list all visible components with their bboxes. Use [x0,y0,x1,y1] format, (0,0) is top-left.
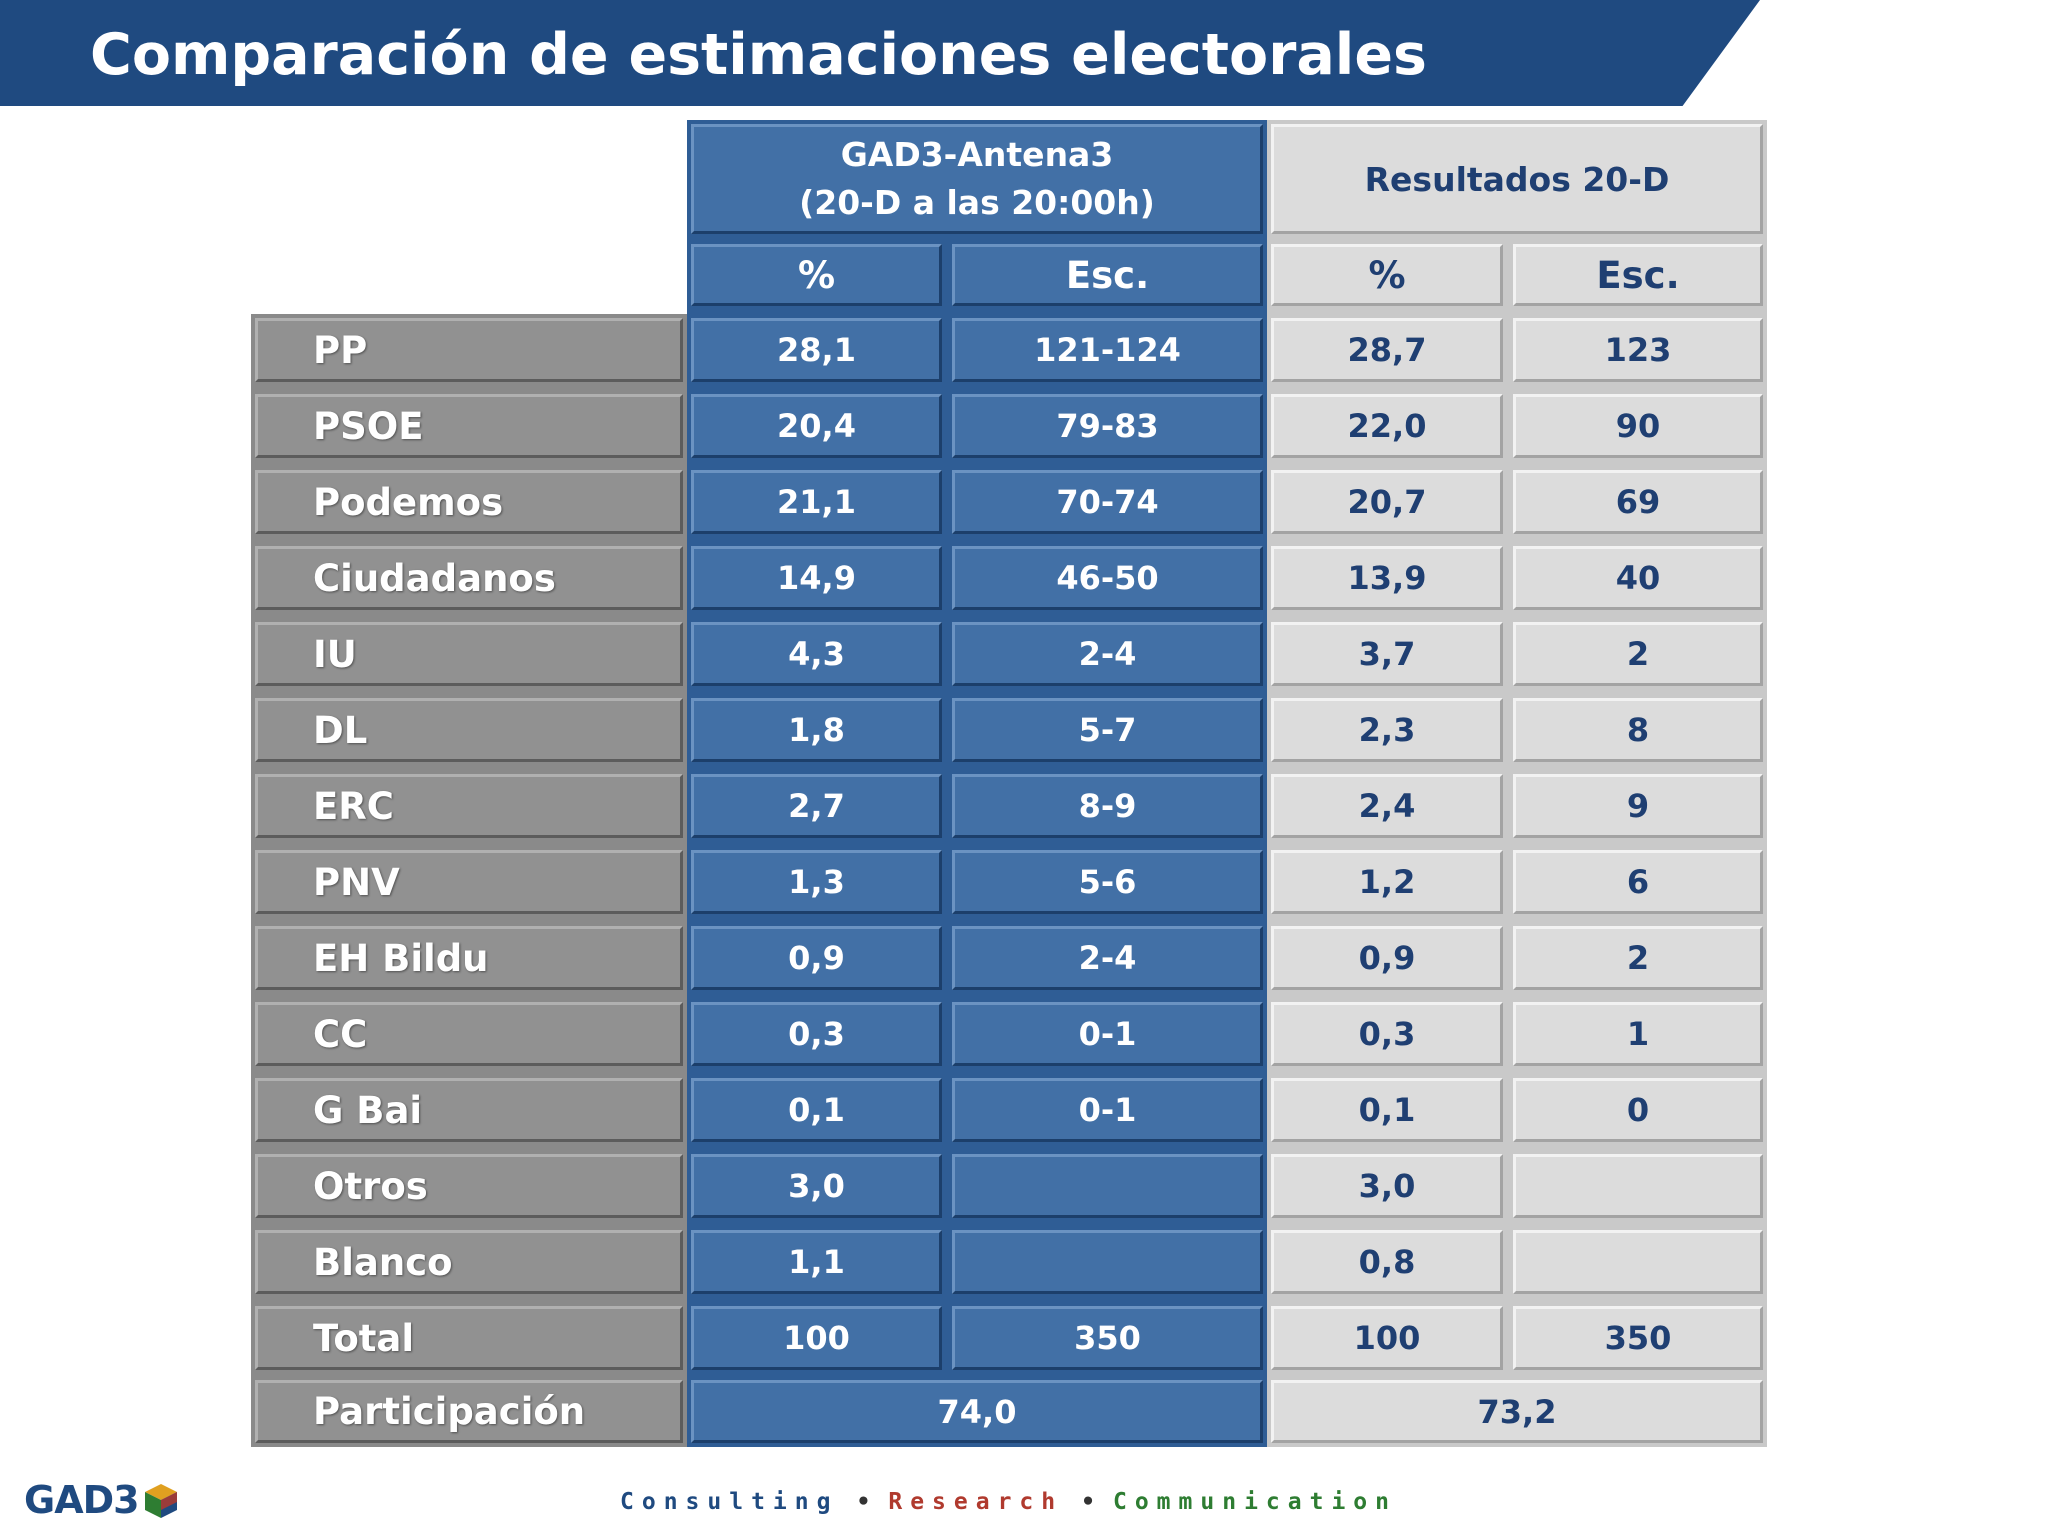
results-pct-cell: 0,1 [1271,1078,1503,1142]
gad3-pct-cell: 100 [691,1306,942,1370]
gad3-pct-header: % [691,244,942,306]
party-name: EH Bildu [255,926,683,990]
gad3-pct-cell: 4,3 [691,622,942,686]
results-seats-cell: 69 [1513,470,1763,534]
gad3-pct-cell: 21,1 [691,470,942,534]
participation-gad3: 74,0 [691,1380,1263,1443]
results-pct-cell: 22,0 [1271,394,1503,458]
results-seats-cell: 8 [1513,698,1763,762]
gad3-pct-cell: 1,8 [691,698,942,762]
party-name: PNV [255,850,683,914]
gad3-pct-cell: 1,1 [691,1230,942,1294]
party-name: Podemos [255,470,683,534]
party-name: IU [255,622,683,686]
results-pct-cell: 13,9 [1271,546,1503,610]
gad3-seats-cell: 46-50 [952,546,1263,610]
results-pct-cell: 0,8 [1271,1230,1503,1294]
tagline-separator: • [1081,1489,1095,1515]
party-name: Otros [255,1154,683,1218]
party-name: G Bai [255,1078,683,1142]
results-pct-cell: 0,3 [1271,1002,1503,1066]
page-title: Comparación de estimaciones electorales [90,22,1427,88]
gad3-seats-cell: 5-7 [952,698,1263,762]
results-pct-cell: 20,7 [1271,470,1503,534]
party-name: DL [255,698,683,762]
results-seats-cell: 123 [1513,318,1763,382]
results-pct-cell: 28,7 [1271,318,1503,382]
results-seats-cell: 2 [1513,926,1763,990]
gad3-pct-cell: 28,1 [691,318,942,382]
gad3-pct-cell: 1,3 [691,850,942,914]
gad3-pct-cell: 14,9 [691,546,942,610]
results-seats-header: Esc. [1513,244,1763,306]
participation-label: Participación [255,1380,683,1443]
gad3-logo: GAD3 [24,1478,181,1522]
gad3-seats-cell: 121-124 [952,318,1263,382]
gad3-seats-cell: 2-4 [952,926,1263,990]
gad3-seats-cell [952,1230,1263,1294]
gad3-header-title: GAD3-Antena3 [840,135,1114,174]
results-pct-cell: 0,9 [1271,926,1503,990]
gad3-pct-cell: 0,9 [691,926,942,990]
party-name: Ciudadanos [255,546,683,610]
results-seats-cell [1513,1230,1763,1294]
gad3-seats-cell: 8-9 [952,774,1263,838]
gad3-seats-cell: 350 [952,1306,1263,1370]
gad3-pct-cell: 0,1 [691,1078,942,1142]
results-pct-header: % [1271,244,1503,306]
results-seats-cell: 2 [1513,622,1763,686]
title-bar [0,0,1760,106]
gad3-header: GAD3-Antena3 (20-D a las 20:00h) [691,124,1263,234]
gad3-pct-cell: 0,3 [691,1002,942,1066]
gad3-seats-cell: 0-1 [952,1002,1263,1066]
party-name: ERC [255,774,683,838]
results-pct-cell: 3,0 [1271,1154,1503,1218]
results-pct-cell: 3,7 [1271,622,1503,686]
results-pct-cell: 2,3 [1271,698,1503,762]
results-pct-cell: 2,4 [1271,774,1503,838]
results-seats-cell: 1 [1513,1002,1763,1066]
gad3-logo-text: GAD3 [24,1478,140,1522]
cube-icon [144,1484,177,1518]
gad3-pct-cell: 2,7 [691,774,942,838]
results-header: Resultados 20-D [1271,124,1763,234]
results-pct-cell: 1,2 [1271,850,1503,914]
party-name: PSOE [255,394,683,458]
results-seats-cell: 40 [1513,546,1763,610]
gad3-pct-cell: 3,0 [691,1154,942,1218]
gad3-pct-cell: 20,4 [691,394,942,458]
gad3-seats-cell: 79-83 [952,394,1263,458]
results-seats-cell: 6 [1513,850,1763,914]
tagline-research: Research [888,1489,1064,1515]
party-name: Total [255,1306,683,1370]
tagline-consulting: Consulting [620,1489,839,1515]
gad3-seats-cell: 0-1 [952,1078,1263,1142]
gad3-seats-cell: 5-6 [952,850,1263,914]
gad3-seats-cell: 70-74 [952,470,1263,534]
comparison-table: GAD3-Antena3 (20-D a las 20:00h) Resulta… [251,120,1767,1447]
results-seats-cell: 0 [1513,1078,1763,1142]
results-seats-cell: 350 [1513,1306,1763,1370]
results-seats-cell [1513,1154,1763,1218]
gad3-header-subtitle: (20-D a las 20:00h) [799,183,1155,222]
tagline-separator: • [856,1489,871,1515]
party-name: CC [255,1002,683,1066]
results-seats-cell: 90 [1513,394,1763,458]
gad3-seats-cell [952,1154,1263,1218]
tagline-communication: Communication [1112,1489,1397,1515]
party-name: Blanco [255,1230,683,1294]
party-name: PP [255,318,683,382]
results-pct-cell: 100 [1271,1306,1503,1370]
gad3-seats-header: Esc. [952,244,1263,306]
footer-tagline: Consulting • Research • Communication [620,1482,1397,1522]
gad3-seats-cell: 2-4 [952,622,1263,686]
results-seats-cell: 9 [1513,774,1763,838]
participation-results: 73,2 [1271,1380,1763,1443]
